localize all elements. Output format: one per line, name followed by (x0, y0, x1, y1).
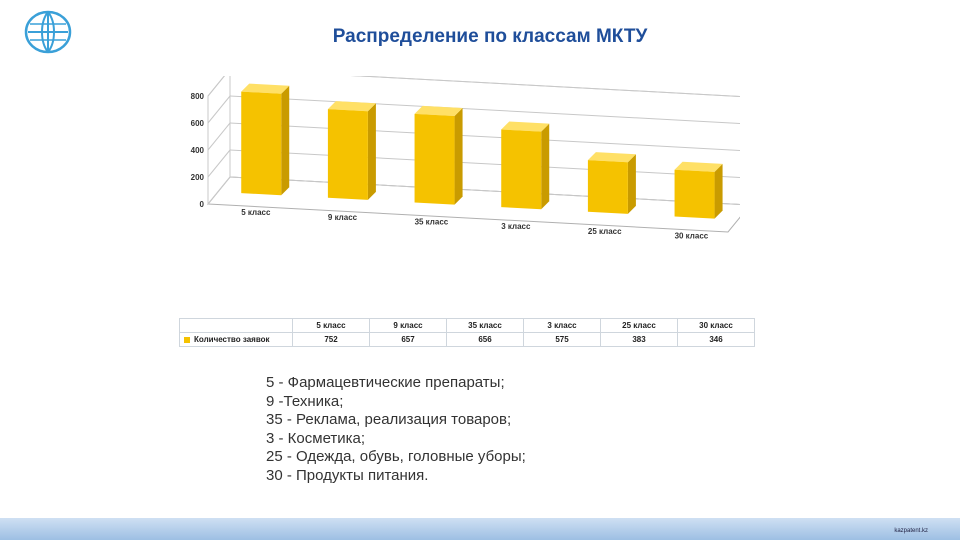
legend-swatch (184, 336, 190, 343)
table-header-cell: 25 класс (600, 318, 678, 333)
gridline (229, 95, 740, 124)
bar-side (454, 108, 463, 205)
bar-side (281, 85, 290, 196)
gridline (229, 176, 740, 205)
description-line: 9 -Техника; (266, 392, 344, 410)
description-line: 25 - Одежда, обувь, головные уборы; (266, 448, 526, 465)
x-category-label: 5 класс (241, 208, 271, 217)
x-category-label: 9 класс (328, 213, 358, 222)
legend-entry: Количество заявок (179, 332, 293, 347)
bar-top (587, 152, 636, 163)
bar (674, 169, 715, 219)
data-table: 5 класс 9 класс 35 класс 3 класс 25 класс 30 … (179, 318, 755, 347)
x-category-label: 25 класс (588, 227, 622, 236)
gridline-side (207, 122, 231, 151)
table-header-cell: 30 класс (677, 318, 755, 333)
table-value-cell: 575 (523, 332, 601, 347)
bar (501, 129, 542, 210)
table-value-cell: 657 (369, 332, 447, 347)
y-tick-label: 800 (191, 92, 205, 101)
bar (587, 160, 628, 214)
bar-top (501, 121, 550, 132)
y-tick-label: 200 (191, 173, 205, 182)
table-value-cell: 752 (292, 332, 370, 347)
gridline (229, 149, 740, 178)
table-corner-cell (179, 318, 293, 333)
table-value-cell: 346 (677, 332, 755, 347)
gridline (350, 76, 740, 97)
bar-top (674, 161, 723, 172)
class-descriptions: 5 - Фармацевтические препараты; 9 -Техни… (266, 374, 526, 485)
y-tick-label: 0 (200, 200, 205, 209)
bar (241, 91, 282, 196)
table-header-cell: 9 класс (369, 318, 447, 333)
gridline-side (207, 95, 231, 124)
bar (414, 113, 455, 205)
bar-top (414, 105, 463, 117)
globe-logo-icon (24, 10, 72, 54)
table-value-cell: 383 (600, 332, 678, 347)
bar-top (241, 83, 290, 94)
x-category-label: 30 класс (675, 231, 709, 240)
description-line: 5 - Фармацевтические препараты; (266, 374, 505, 391)
description-line: 3 - Косметика; (266, 429, 366, 447)
bar-chart: 0 200 400 600 800 5 класс 9 класс 35 класс 3 кла… (191, 76, 740, 240)
footer-text: kazpatent.kz (894, 528, 928, 534)
description-line: 30 - Продукты питания. (266, 466, 429, 484)
x-category-label: 3 класс (501, 222, 531, 231)
gridline (229, 122, 740, 151)
bar (327, 109, 368, 200)
y-tick-label: 600 (191, 119, 205, 128)
footer-bar: kazpatent.kz (0, 518, 960, 540)
bar-top (327, 101, 376, 112)
gridline-side (207, 176, 231, 205)
bar-side (714, 163, 723, 219)
table-header-cell: 35 класс (446, 318, 524, 333)
bar-side (541, 123, 550, 210)
table-value-cell: 656 (446, 332, 524, 347)
table-header-cell: 5 класс (292, 318, 370, 333)
page-title: Распределение по классам МКТУ (332, 26, 648, 47)
table-values-row: Количество заявок 752 657 656 575 383 346 (179, 332, 755, 347)
description-line: 35 - Реклама, реализация товаров; (266, 411, 512, 428)
bar-side (367, 103, 376, 200)
table-header-row: 5 класс 9 класс 35 класс 3 класс 25 класс 30 … (179, 318, 755, 333)
x-category-label: 35 класс (415, 217, 449, 226)
table-header-cell: 3 класс (523, 318, 601, 333)
gridline-side (207, 76, 225, 97)
series-name: Количество заявок (194, 335, 270, 344)
y-tick-label: 400 (191, 146, 205, 155)
bar-side (627, 154, 636, 214)
gridline-side (207, 149, 231, 178)
